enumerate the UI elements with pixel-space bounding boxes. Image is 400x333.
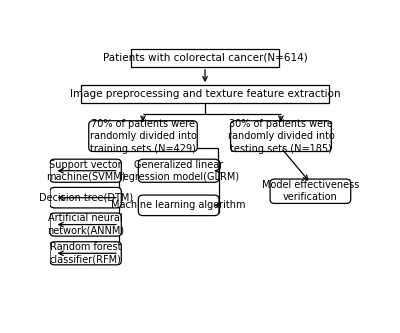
FancyBboxPatch shape <box>138 159 219 182</box>
Text: Patients with colorectal cancer(N=614): Patients with colorectal cancer(N=614) <box>103 53 307 63</box>
FancyBboxPatch shape <box>270 179 351 203</box>
Text: Image preprocessing and texture feature extraction: Image preprocessing and texture feature … <box>70 89 340 99</box>
Text: Support vector
machine(SVMM): Support vector machine(SVMM) <box>46 160 126 182</box>
FancyBboxPatch shape <box>50 213 121 236</box>
FancyBboxPatch shape <box>50 242 121 265</box>
FancyBboxPatch shape <box>81 85 329 103</box>
Text: 70% of patients were
randomly divided into
training sets.(N=429): 70% of patients were randomly divided in… <box>90 119 196 154</box>
FancyBboxPatch shape <box>230 121 331 152</box>
FancyBboxPatch shape <box>131 49 279 67</box>
FancyBboxPatch shape <box>50 159 121 182</box>
Text: Artificial neural
network(ANNM): Artificial neural network(ANNM) <box>47 213 124 236</box>
Text: Machine learning algorithm: Machine learning algorithm <box>111 200 246 210</box>
FancyBboxPatch shape <box>89 121 197 152</box>
Text: Decision tree(DTM): Decision tree(DTM) <box>38 193 133 203</box>
Text: Model effectiveness
verification: Model effectiveness verification <box>262 180 359 202</box>
Text: 30% of patients were
randomly divided into
testing sets.(N=185): 30% of patients were randomly divided in… <box>228 119 334 154</box>
FancyBboxPatch shape <box>50 187 121 208</box>
Text: Generalized linear
regression model(GLRM): Generalized linear regression model(GLRM… <box>118 160 239 182</box>
FancyBboxPatch shape <box>138 195 219 215</box>
Text: Random forest
classifier(RFM): Random forest classifier(RFM) <box>50 242 122 264</box>
